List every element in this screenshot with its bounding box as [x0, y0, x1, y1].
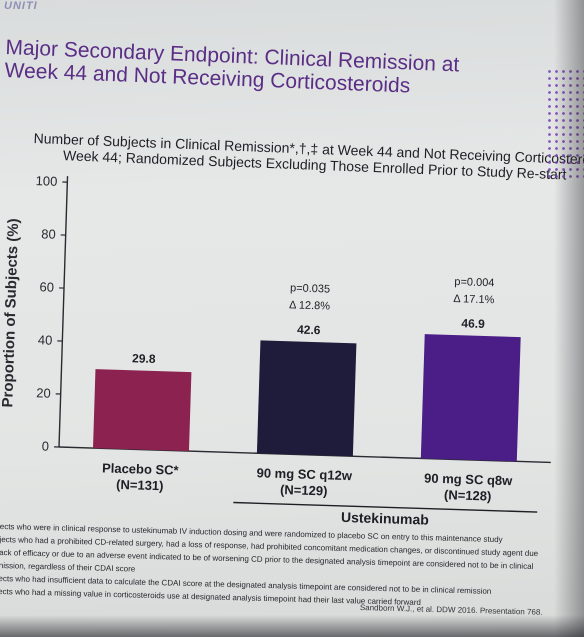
bar [92, 369, 192, 452]
slide-title: Major Secondary Endpoint: Clinical Remis… [4, 36, 525, 102]
x-category-n-label: (N=129) [280, 482, 328, 498]
x-category-label: 90 mg SC q8w [424, 470, 513, 488]
footnotes: ects who were in clinical response to us… [0, 520, 584, 614]
y-axis-label: Proportion of Subjects (%) [0, 218, 22, 408]
y-tick-label: 100 [35, 173, 57, 189]
x-category-n-label: (N=131) [116, 477, 164, 493]
bar-chart: Proportion of Subjects (%) 0 20 40 60 80 100 29… [0, 173, 551, 528]
y-tick-label: 40 [38, 332, 53, 347]
delta-label: Δ 12.8% [289, 299, 331, 312]
bar [420, 334, 521, 462]
y-tick-label: 20 [36, 385, 51, 400]
edge-shadow-right [554, 0, 584, 637]
edge-shadow-bottom [0, 615, 584, 637]
x-category-n-label: (N=128) [444, 487, 492, 503]
p-value-label: p=0.035 [290, 282, 330, 295]
brand-logo-text: UNITI [4, 0, 38, 12]
y-tick-label: 60 [39, 279, 54, 294]
x-category-label: Placebo SC* [102, 460, 180, 477]
x-category-label: 90 mg SC q12w [256, 465, 353, 483]
group-label: Ustekinumab [341, 509, 429, 528]
bar-value-label: 42.6 [297, 323, 321, 338]
y-tick-label: 80 [41, 226, 56, 241]
delta-label: Δ 17.1% [453, 293, 495, 306]
group-bracket-line [233, 501, 538, 513]
p-value-label: p=0.004 [454, 276, 494, 289]
y-axis-line [58, 176, 69, 448]
bar [256, 340, 357, 457]
y-tick-label: 0 [42, 438, 50, 453]
bar-value-label: 29.8 [132, 351, 156, 366]
bar-value-label: 46.9 [461, 316, 485, 331]
